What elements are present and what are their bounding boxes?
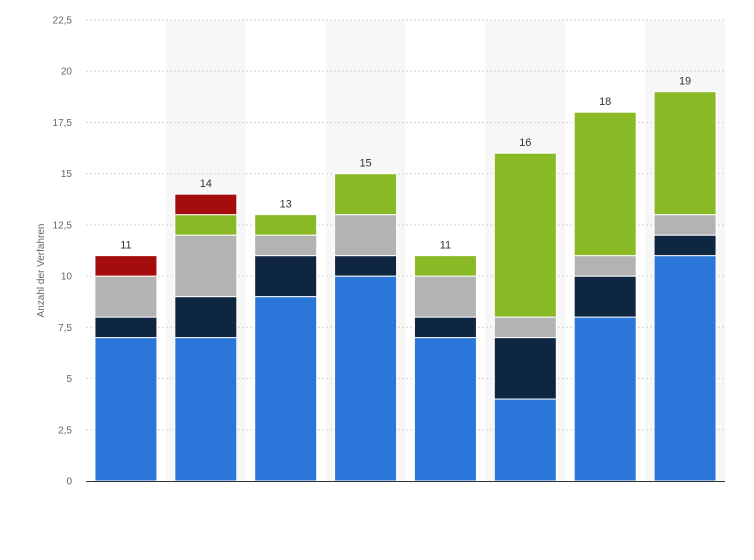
bar-segment xyxy=(174,337,238,482)
bar-segment xyxy=(653,255,717,482)
bar-total-label: 19 xyxy=(679,76,691,88)
bar-segment xyxy=(254,214,318,236)
bar-segment xyxy=(254,296,318,482)
bar-segment xyxy=(94,337,158,482)
bar-segment xyxy=(653,214,717,236)
bar-segment xyxy=(174,214,238,236)
bar-segment xyxy=(573,316,637,482)
bar-segment xyxy=(413,337,477,482)
bar-total-label: 13 xyxy=(280,199,292,211)
bar-segment xyxy=(174,296,238,339)
bar-segment xyxy=(573,275,637,318)
bar-segment xyxy=(413,316,477,339)
bar-total-label: 11 xyxy=(120,240,131,252)
bar-segment xyxy=(334,173,398,216)
y-tick-label: 0 xyxy=(66,477,72,488)
bar-total-label: 18 xyxy=(599,96,611,108)
bar-segment xyxy=(94,316,158,339)
y-tick-label: 5 xyxy=(66,374,72,385)
bar-segment xyxy=(653,91,717,216)
bar-segment xyxy=(334,255,398,277)
bar-segment xyxy=(413,275,477,318)
bar-segment xyxy=(254,255,318,298)
bar-segments xyxy=(94,91,717,482)
bar-segment xyxy=(254,234,318,257)
bar-segment xyxy=(493,152,557,318)
y-tick-label: 15 xyxy=(61,169,73,180)
bar-segment xyxy=(174,193,238,216)
y-tick-label: 20 xyxy=(61,67,73,78)
y-tick-label: 7,5 xyxy=(58,323,72,334)
bar-segment xyxy=(653,234,717,257)
bar-segment xyxy=(573,255,637,277)
bar-segment xyxy=(493,398,557,482)
bar-segment xyxy=(94,275,158,318)
bar-total-label: 14 xyxy=(200,178,212,190)
y-tick-label: 22,5 xyxy=(53,16,73,27)
bar-segment xyxy=(573,111,637,257)
bar-segment xyxy=(94,255,158,277)
bar-segment xyxy=(334,275,398,482)
bar-total-label: 16 xyxy=(519,137,531,149)
bar-total-label: 11 xyxy=(440,240,451,252)
y-tick-label: 2,5 xyxy=(58,425,72,436)
y-tick-labels: 0 2,5 5 7,5 10 12,5 15 17,5 20 22,5 xyxy=(53,16,73,488)
bar-segment xyxy=(493,337,557,400)
bar-segment xyxy=(174,234,238,298)
y-tick-label: 12,5 xyxy=(53,220,73,231)
y-axis-title: Anzahl der Verfahren xyxy=(36,224,47,318)
bar-segment xyxy=(493,316,557,339)
y-tick-label: 17,5 xyxy=(53,118,73,129)
bar-segment xyxy=(413,255,477,277)
total-labels: 11 14 13 15 11 16 18 19 xyxy=(120,76,691,252)
bar-segment xyxy=(334,214,398,257)
bar-total-label: 15 xyxy=(359,158,371,170)
y-tick-label: 10 xyxy=(61,272,73,283)
